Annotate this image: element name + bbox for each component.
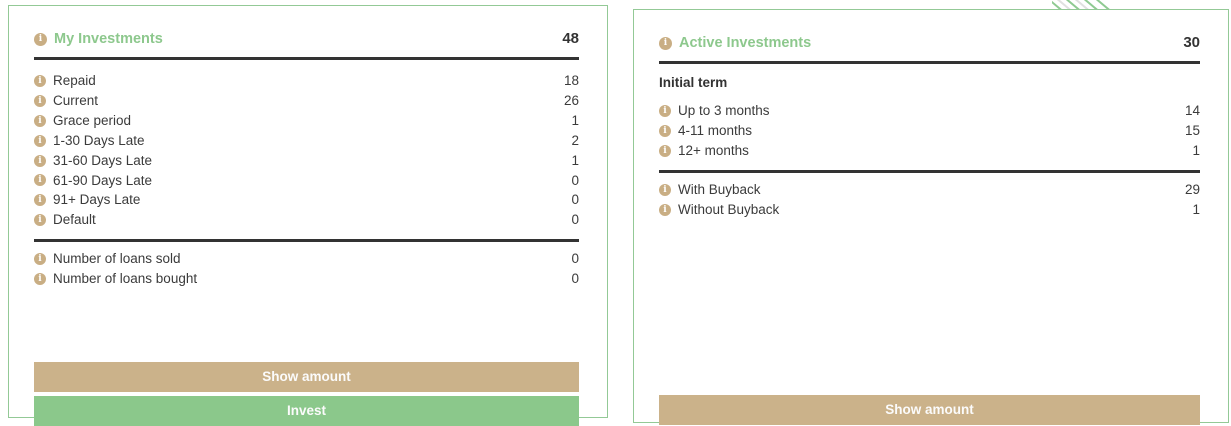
- stat-row-31-60-days-late: i 31-60 Days Late 1: [34, 151, 579, 171]
- stat-value: 1: [571, 152, 579, 168]
- card-total-value: 48: [562, 30, 579, 47]
- background-decor-lines: [1052, 0, 1122, 9]
- stat-row-61-90-days-late: i 61-90 Days Late 0: [34, 171, 579, 191]
- stat-label: Current: [53, 92, 99, 108]
- stat-row-without-buyback: i Without Buyback 1: [659, 200, 1200, 220]
- info-icon[interactable]: i: [34, 194, 46, 207]
- stat-row-loans-sold: i Number of loans sold 0: [34, 249, 579, 269]
- loan-status-section: i Repaid 18 i Current 26 i Grace period …: [34, 60, 579, 230]
- stat-row-1-30-days-late: i 1-30 Days Late 2: [34, 131, 579, 151]
- stat-row-with-buyback: i With Buyback 29: [659, 180, 1200, 200]
- stat-label: With Buyback: [678, 181, 761, 197]
- section-divider: [659, 169, 1200, 173]
- buyback-section: i With Buyback 29 i Without Buyback 1: [659, 173, 1200, 220]
- info-icon[interactable]: i: [34, 214, 46, 227]
- card-header: i Active Investments 30: [659, 31, 1200, 64]
- stat-label: Default: [53, 212, 96, 228]
- stat-label: 31-60 Days Late: [53, 152, 153, 168]
- info-icon[interactable]: i: [34, 154, 46, 167]
- info-icon[interactable]: i: [659, 144, 671, 157]
- decor-line-green: [1095, 0, 1119, 9]
- info-icon[interactable]: i: [34, 134, 46, 147]
- invest-button[interactable]: Invest: [34, 396, 579, 426]
- stat-row-12-plus-months: i 12+ months 1: [659, 141, 1200, 161]
- show-amount-button[interactable]: Show amount: [34, 362, 579, 392]
- stat-row-4-11-months: i 4-11 months 15: [659, 121, 1200, 141]
- stat-row-default: i Default 0: [34, 210, 579, 230]
- stat-label: Number of loans sold: [53, 251, 181, 267]
- card-total-value: 30: [1183, 34, 1200, 51]
- info-icon[interactable]: i: [34, 94, 46, 107]
- my-investments-card: i My Investments 48 i Repaid 18 i Curren…: [8, 5, 608, 426]
- stat-label: Grace period: [53, 112, 132, 128]
- card-header: i My Investments 48: [34, 27, 579, 60]
- active-investments-card: i Active Investments 30 Initial term i U…: [633, 9, 1229, 425]
- section-divider: [34, 239, 579, 243]
- card-title: My Investments: [54, 31, 163, 47]
- info-icon[interactable]: i: [34, 32, 47, 46]
- show-amount-button[interactable]: Show amount: [659, 395, 1200, 425]
- loans-traded-section: i Number of loans sold 0 i Number of loa…: [34, 242, 579, 289]
- info-icon[interactable]: i: [34, 174, 46, 187]
- info-icon[interactable]: i: [659, 203, 671, 216]
- stat-label: Repaid: [53, 73, 96, 88]
- stat-value: 1: [1192, 142, 1200, 158]
- stat-value: 2: [571, 132, 579, 148]
- stat-row-up-to-3-months: i Up to 3 months 14: [659, 101, 1200, 121]
- info-icon[interactable]: i: [34, 74, 46, 87]
- stat-label: 61-90 Days Late: [53, 172, 153, 188]
- stat-label: 91+ Days Late: [53, 192, 141, 208]
- stat-row-91-plus-days-late: i 91+ Days Late 0: [34, 190, 579, 210]
- stat-value: 15: [1184, 122, 1200, 138]
- stat-value: 0: [571, 212, 579, 228]
- stat-label: 12+ months: [678, 142, 749, 158]
- button-area: Show amount: [659, 395, 1200, 425]
- stat-value: 26: [563, 92, 579, 108]
- stat-label: Number of loans bought: [53, 271, 198, 287]
- initial-term-heading: Initial term: [659, 75, 728, 90]
- initial-term-section: i Up to 3 months 14 i 4-11 months 15 i 1…: [659, 93, 1200, 161]
- stat-row-grace-period: i Grace period 1: [34, 111, 579, 131]
- stat-value: 1: [571, 112, 579, 128]
- info-icon[interactable]: i: [659, 36, 672, 50]
- info-icon[interactable]: i: [659, 104, 671, 117]
- stat-label: Without Buyback: [678, 201, 780, 217]
- info-icon[interactable]: i: [34, 273, 46, 286]
- stat-value: 0: [571, 271, 579, 287]
- stat-row-repaid: i Repaid 18: [34, 71, 579, 91]
- info-icon[interactable]: i: [659, 183, 671, 196]
- stat-value: 0: [571, 251, 579, 267]
- stat-row-current: i Current 26: [34, 91, 579, 111]
- stat-label: 1-30 Days Late: [53, 132, 145, 148]
- stat-label: 4-11 months: [678, 122, 753, 138]
- stat-row-loans-bought: i Number of loans bought 0: [34, 269, 579, 289]
- info-icon[interactable]: i: [34, 114, 46, 127]
- stat-value: 0: [571, 172, 579, 188]
- stat-value: 14: [1184, 103, 1200, 118]
- stat-value: 29: [1184, 181, 1200, 197]
- card-title: Active Investments: [679, 35, 812, 51]
- stat-value: 18: [563, 73, 579, 88]
- stat-label: Up to 3 months: [678, 103, 770, 118]
- button-area: Show amount Invest: [34, 362, 579, 426]
- stat-value: 1: [1192, 201, 1200, 217]
- info-icon[interactable]: i: [34, 253, 46, 266]
- stat-value: 0: [571, 192, 579, 208]
- info-icon[interactable]: i: [659, 124, 671, 137]
